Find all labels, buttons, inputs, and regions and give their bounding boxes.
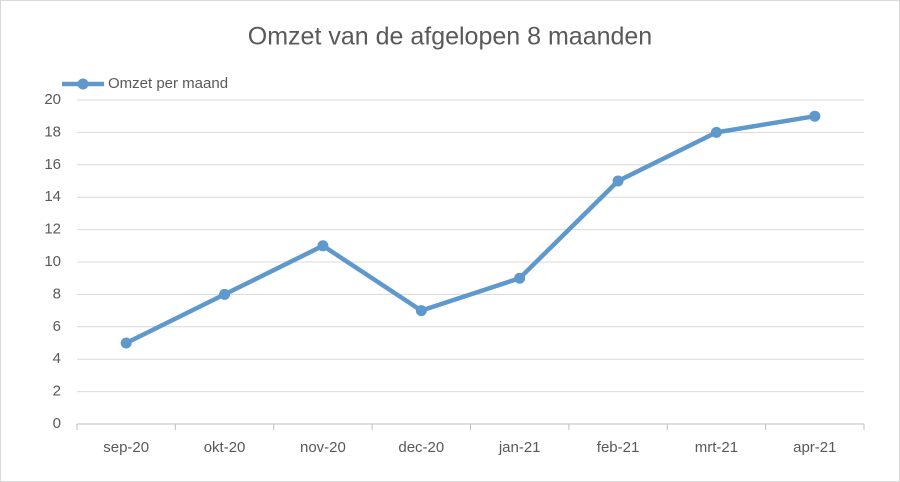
legend-marker (77, 78, 89, 90)
y-tick-label: 2 (53, 383, 61, 400)
marker (219, 288, 231, 300)
y-tick-label: 20 (44, 91, 61, 108)
x-tick-label: mrt-21 (695, 439, 738, 456)
y-tick-label: 18 (44, 123, 61, 140)
chart-title: Omzet van de afgelopen 8 maanden (248, 23, 652, 51)
y-tick-label: 16 (44, 156, 61, 173)
y-tick-label: 14 (44, 188, 61, 205)
y-tick-label: 8 (53, 285, 61, 302)
marker (415, 305, 427, 317)
x-tick-label: dec-20 (398, 439, 444, 456)
x-tick-label: jan-21 (498, 439, 541, 456)
marker (612, 175, 624, 187)
marker (120, 337, 132, 349)
x-tick-label: nov-20 (300, 439, 346, 456)
marker (514, 272, 526, 284)
legend-label: Omzet per maand (108, 75, 228, 92)
x-tick-label: okt-20 (204, 439, 246, 456)
y-tick-label: 0 (53, 415, 61, 432)
y-tick-label: 12 (44, 221, 61, 238)
x-tick-label: sep-20 (103, 439, 149, 456)
line (123, 113, 818, 346)
x-tick-label: apr-21 (793, 439, 836, 456)
x-tick-label: feb-21 (597, 439, 640, 456)
marker (809, 110, 821, 122)
y-tick-label: 4 (53, 350, 61, 367)
marker (710, 126, 722, 138)
marker (317, 240, 329, 252)
y-tick-label: 10 (44, 253, 61, 270)
y-tick-label: 6 (53, 318, 61, 335)
